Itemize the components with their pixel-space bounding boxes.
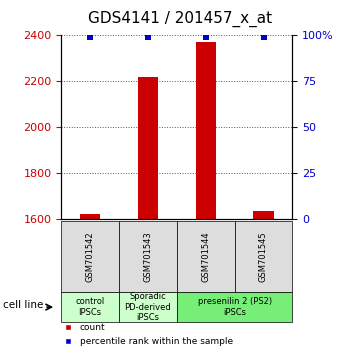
Text: GSM701542: GSM701542 <box>86 231 95 282</box>
Text: GSM701544: GSM701544 <box>201 231 210 282</box>
Text: GSM701545: GSM701545 <box>259 231 268 282</box>
Text: GDS4141 / 201457_x_at: GDS4141 / 201457_x_at <box>88 11 272 27</box>
Text: control
IPSCs: control IPSCs <box>75 297 105 317</box>
Text: cell line: cell line <box>3 300 44 310</box>
Bar <box>253 211 274 219</box>
Bar <box>80 214 100 219</box>
Text: GSM701543: GSM701543 <box>143 231 152 282</box>
Text: Sporadic
PD-derived
iPSCs: Sporadic PD-derived iPSCs <box>124 292 171 322</box>
Legend: count, percentile rank within the sample: count, percentile rank within the sample <box>55 320 237 349</box>
Text: presenilin 2 (PS2)
iPSCs: presenilin 2 (PS2) iPSCs <box>198 297 272 317</box>
Bar <box>138 77 158 219</box>
Bar <box>195 42 216 219</box>
